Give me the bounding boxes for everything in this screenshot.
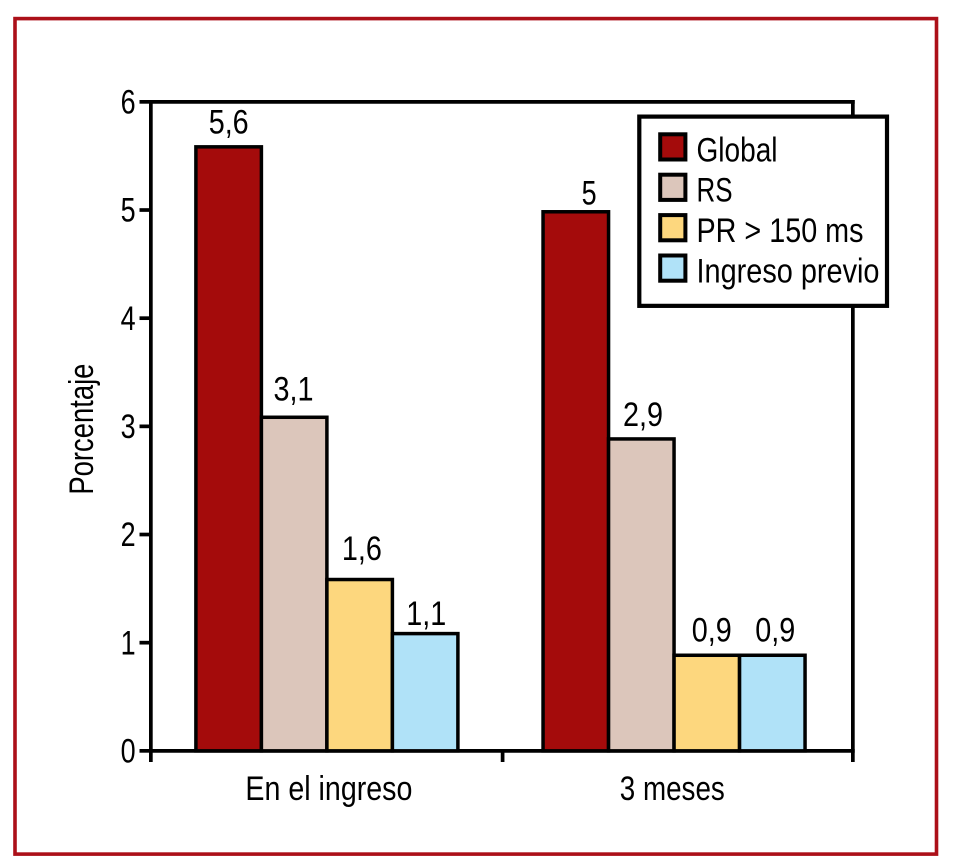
svg-text:0,9: 0,9: [755, 612, 795, 650]
svg-text:1: 1: [121, 624, 136, 662]
svg-text:RS: RS: [697, 172, 733, 210]
svg-text:1,1: 1,1: [406, 595, 446, 633]
svg-text:3: 3: [121, 408, 136, 446]
svg-text:0: 0: [121, 733, 136, 771]
svg-text:1,6: 1,6: [342, 530, 382, 568]
svg-text:Ingreso previo: Ingreso previo: [697, 253, 880, 291]
svg-text:3 meses: 3 meses: [620, 770, 725, 808]
svg-text:PR > 150 ms: PR > 150 ms: [697, 212, 864, 250]
svg-text:2: 2: [121, 516, 136, 554]
svg-text:6: 6: [121, 84, 136, 122]
svg-text:2,9: 2,9: [623, 396, 663, 434]
svg-text:Porcentaje: Porcentaje: [63, 364, 101, 495]
svg-text:5: 5: [582, 174, 597, 212]
svg-text:5: 5: [121, 192, 136, 230]
svg-text:5,6: 5,6: [209, 104, 249, 142]
svg-text:4: 4: [121, 300, 136, 338]
svg-text:0,9: 0,9: [692, 612, 732, 650]
svg-text:En el ingreso: En el ingreso: [245, 770, 412, 808]
svg-text:3,1: 3,1: [274, 370, 314, 408]
svg-text:Global: Global: [697, 131, 778, 169]
